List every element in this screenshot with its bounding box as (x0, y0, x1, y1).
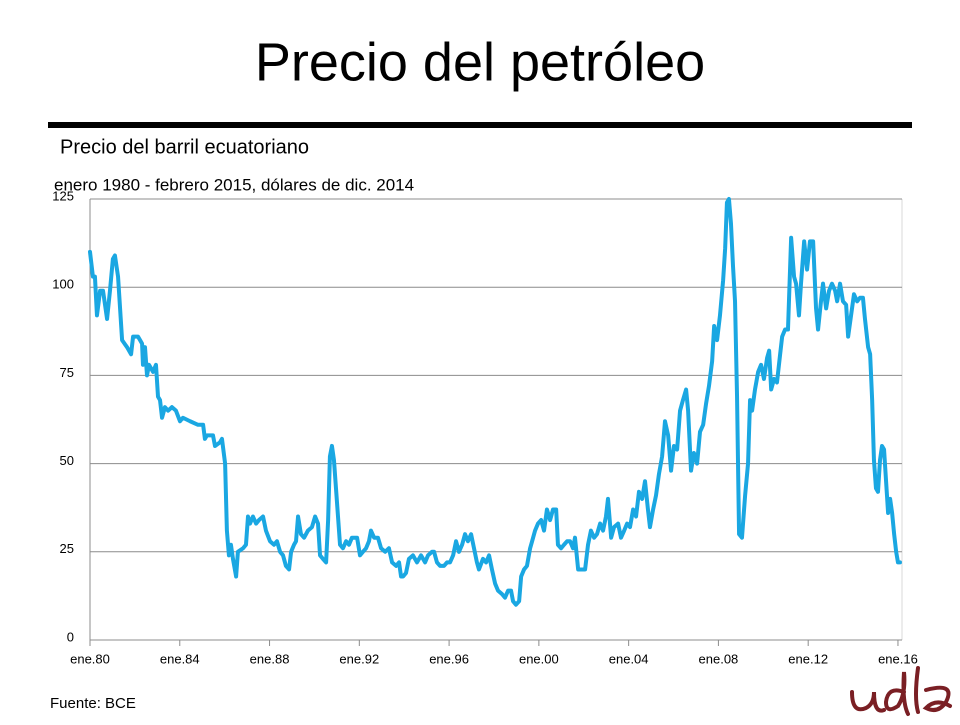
chart-subtitle: enero 1980 - febrero 2015, dólares de di… (54, 175, 414, 194)
logo-d (883, 671, 910, 716)
y-tick-label: 125 (52, 188, 74, 203)
x-tick-label: ene.00 (519, 651, 559, 666)
chart-title: Precio del barril ecuatoriano (60, 136, 309, 158)
x-tick-label: ene.16 (878, 651, 918, 666)
x-tick-label: ene.88 (250, 651, 290, 666)
y-tick-label: 0 (67, 629, 74, 644)
logo-u (850, 690, 886, 713)
source-note: Fuente: BCE (50, 695, 136, 712)
x-tick-label: ene.12 (788, 651, 828, 666)
y-tick-label: 50 (60, 453, 74, 468)
x-tick-label: ene.04 (609, 651, 649, 666)
y-tick-label: 25 (60, 541, 74, 556)
x-tick-label: ene.80 (70, 651, 110, 666)
logo-a (922, 685, 952, 712)
x-tick-label: ene.92 (339, 651, 379, 666)
logo (850, 666, 952, 716)
y-tick-label: 75 (60, 365, 74, 380)
title-rule (48, 122, 912, 128)
price-line (88, 197, 902, 607)
x-tick-label: ene.96 (429, 651, 469, 666)
logo-l (914, 666, 920, 714)
slide-title: Precio del petróleo (255, 32, 705, 92)
x-tick-label: ene.08 (699, 651, 739, 666)
x-tick-label: ene.84 (160, 651, 200, 666)
y-tick-label: 100 (52, 277, 74, 292)
